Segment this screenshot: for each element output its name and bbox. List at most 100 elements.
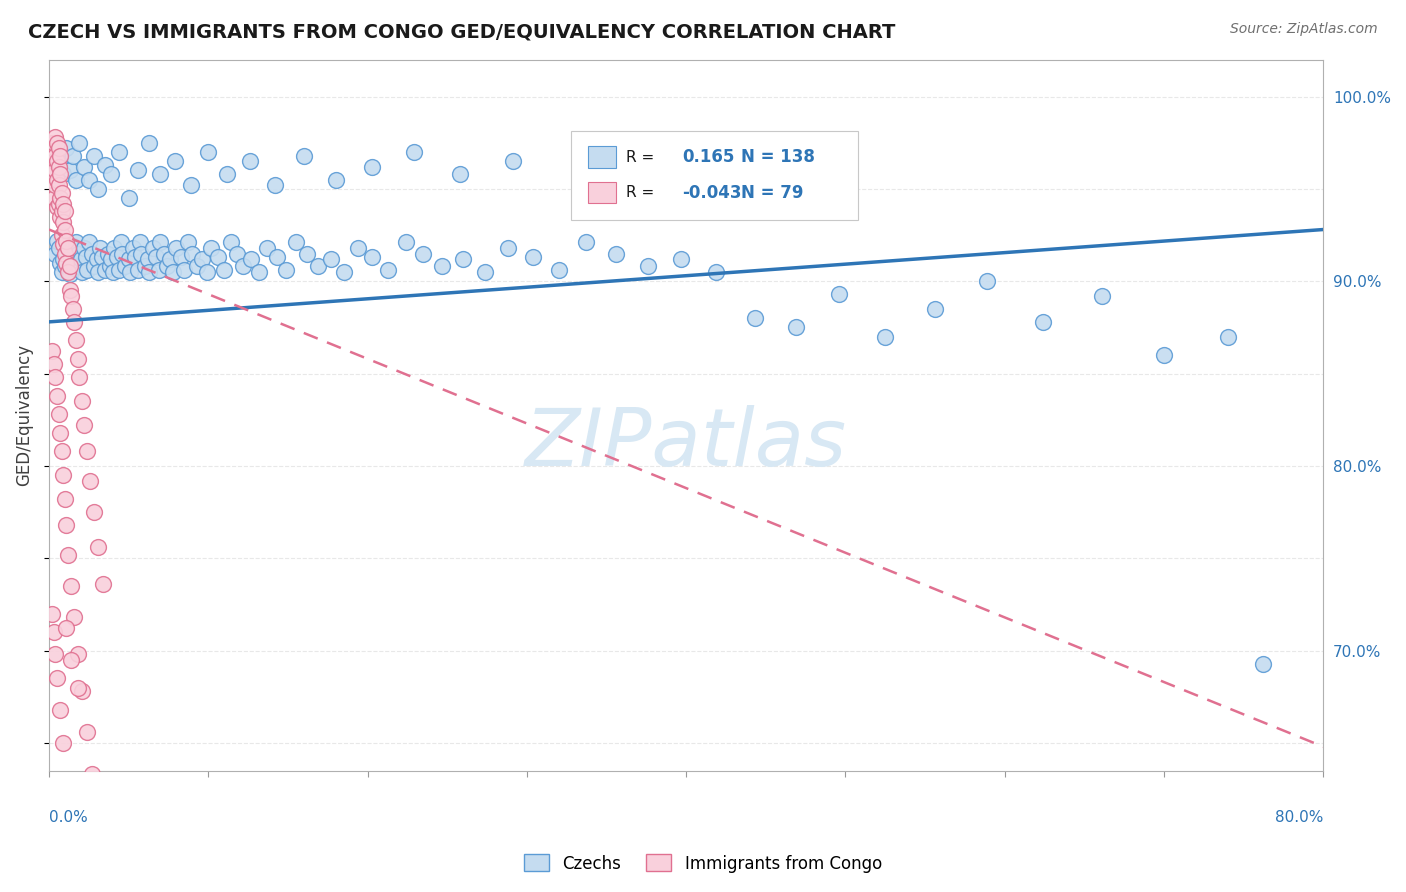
Point <box>45 389 67 403</box>
Point <box>924 301 946 316</box>
Point <box>307 260 329 274</box>
Point <box>56 237 79 252</box>
Point <box>49 191 72 205</box>
Point <box>49 167 72 181</box>
Point <box>186 260 208 274</box>
Text: 0.0%: 0.0% <box>49 810 87 825</box>
Point <box>41 607 63 621</box>
Point <box>212 263 235 277</box>
Point <box>49 425 72 440</box>
Point <box>51 265 73 279</box>
Point <box>60 289 83 303</box>
Point <box>52 167 75 181</box>
Point <box>136 252 159 266</box>
Point <box>52 215 75 229</box>
Text: -0.043: -0.043 <box>682 184 742 202</box>
Point <box>69 252 91 266</box>
Point <box>76 444 98 458</box>
Point <box>114 260 136 274</box>
Y-axis label: GED/Equivalency: GED/Equivalency <box>15 344 32 486</box>
Point <box>63 315 86 329</box>
Point <box>79 474 101 488</box>
Point <box>44 246 66 260</box>
Point <box>45 136 67 150</box>
Point <box>42 136 65 150</box>
Point <box>474 265 496 279</box>
Point <box>181 246 204 260</box>
Point <box>42 625 65 640</box>
Point <box>100 252 122 266</box>
Point <box>56 265 79 279</box>
Point <box>44 163 66 178</box>
Point <box>152 246 174 260</box>
Point <box>284 235 307 250</box>
Point <box>45 671 67 685</box>
Point <box>48 160 70 174</box>
Point <box>451 252 474 266</box>
Point <box>98 260 121 274</box>
Point <box>637 260 659 274</box>
Point <box>52 736 75 750</box>
Point <box>1251 657 1274 671</box>
Point <box>41 148 63 162</box>
Point <box>83 260 105 274</box>
Point <box>706 265 728 279</box>
Point <box>42 154 65 169</box>
Point <box>44 648 66 662</box>
FancyBboxPatch shape <box>588 182 616 203</box>
Point <box>89 241 111 255</box>
Point <box>77 235 100 250</box>
Point <box>266 250 288 264</box>
Text: N = 79: N = 79 <box>741 184 803 202</box>
Point <box>264 178 287 193</box>
Point <box>59 260 82 274</box>
Point <box>332 265 354 279</box>
Point <box>65 334 87 348</box>
Text: R =: R = <box>626 150 654 164</box>
Point <box>226 246 249 260</box>
Point <box>53 260 76 274</box>
Point <box>53 222 76 236</box>
Point <box>42 167 65 181</box>
Point <box>496 241 519 255</box>
Point <box>170 250 193 264</box>
Point <box>377 263 399 277</box>
Point <box>73 160 96 174</box>
Point <box>51 186 73 200</box>
Point <box>48 241 70 255</box>
Point <box>103 241 125 255</box>
Point <box>66 351 89 366</box>
Point <box>49 148 72 162</box>
Point <box>55 518 77 533</box>
Point <box>80 246 103 260</box>
Point <box>145 250 167 264</box>
Point <box>93 158 115 172</box>
Point <box>162 265 184 279</box>
Point <box>60 579 83 593</box>
Point <box>120 265 142 279</box>
Point <box>55 256 77 270</box>
Point <box>44 130 66 145</box>
Point <box>219 235 242 250</box>
Point <box>347 241 370 255</box>
Text: 80.0%: 80.0% <box>1275 810 1323 825</box>
Point <box>83 148 105 162</box>
Point <box>110 235 132 250</box>
Point <box>1032 315 1054 329</box>
Point <box>48 196 70 211</box>
Point <box>247 265 270 279</box>
Point <box>128 235 150 250</box>
Point <box>73 418 96 433</box>
Text: N = 138: N = 138 <box>741 148 815 166</box>
Point <box>83 505 105 519</box>
Point <box>41 344 63 359</box>
Point <box>65 172 87 186</box>
Point <box>256 241 278 255</box>
Point <box>217 167 239 181</box>
Point <box>66 681 89 695</box>
Point <box>395 235 418 250</box>
Point <box>73 241 96 255</box>
Point <box>432 260 454 274</box>
Point <box>39 160 62 174</box>
Point <box>60 653 83 667</box>
